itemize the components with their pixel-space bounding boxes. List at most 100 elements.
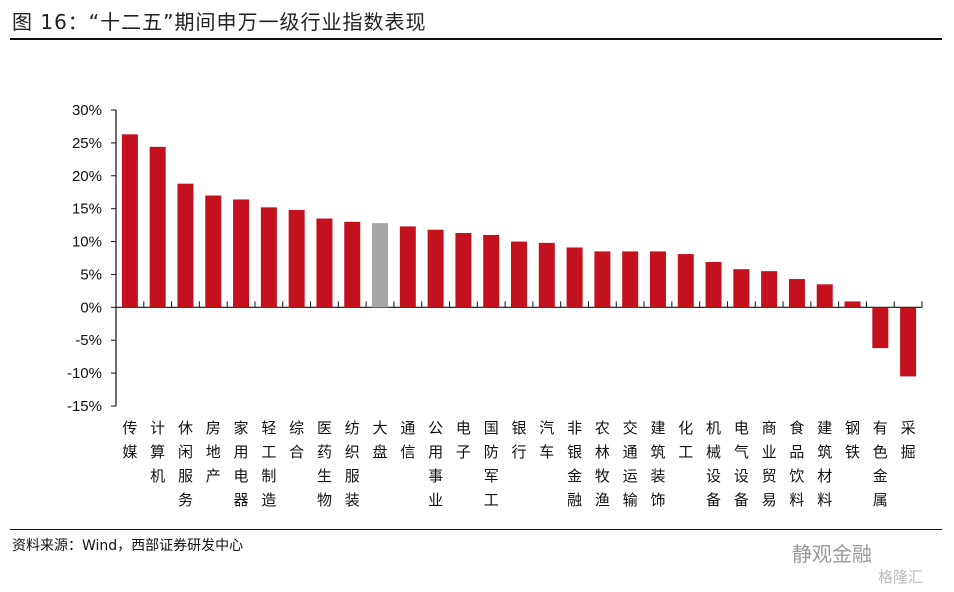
x-tick-label: 有: [873, 419, 888, 437]
gelonghui-watermark: 格隆汇: [878, 568, 924, 586]
x-tick-label: 输: [623, 491, 638, 509]
x-tick-label: 装: [650, 467, 665, 485]
x-tick-label: 建: [817, 419, 832, 437]
x-tick-label: 用: [428, 443, 443, 461]
y-tick-label: -10%: [67, 365, 102, 382]
bar-建筑装饰: [649, 251, 666, 308]
x-tick-label: 化: [678, 419, 693, 437]
x-tick-label: 采: [901, 419, 916, 437]
x-tick-label: 铁: [845, 443, 860, 461]
x-tick-label: 综: [289, 419, 304, 437]
bar-建筑材料: [816, 284, 833, 308]
x-tick-label: 建: [650, 419, 665, 437]
x-tick-label: 设: [734, 467, 749, 485]
bar-采掘: [900, 307, 917, 377]
x-tick-label: 公: [428, 419, 443, 437]
x-tick-label: 料: [789, 491, 804, 509]
x-tick-label: 生: [317, 467, 332, 485]
bar-休闲服务: [177, 183, 194, 308]
x-tick-label: 饮: [789, 467, 804, 485]
x-tick-label: 电: [734, 419, 749, 437]
x-tick-label: 休: [178, 419, 193, 437]
x-tick-label: 业: [762, 443, 777, 461]
x-tick-label: 气: [734, 443, 749, 461]
x-tick-label: 服: [178, 467, 193, 485]
x-tick-label: 国: [484, 419, 499, 437]
bar-家用电器: [233, 199, 250, 308]
bar-电子: [455, 233, 472, 308]
bar-有色金属: [872, 307, 889, 349]
x-tick-label: 运: [623, 467, 638, 485]
x-tick-label: 媒: [122, 443, 137, 461]
bar-大盘: [372, 223, 389, 308]
x-tick-label: 融: [567, 491, 582, 509]
y-tick-label: 20%: [72, 168, 102, 185]
bar-纺织服装: [344, 221, 361, 308]
x-tick-label: 通: [400, 419, 415, 437]
wechat-watermark: 静观金融: [792, 542, 872, 566]
x-tick-label: 掘: [901, 443, 916, 461]
bar-电气设备: [733, 269, 750, 308]
x-tick-label: 品: [789, 443, 804, 461]
x-tick-label: 服: [345, 467, 360, 485]
x-tick-label: 信: [400, 443, 415, 461]
bar-综合: [288, 209, 305, 308]
bar-银行: [511, 241, 527, 308]
source-note: 资料来源：Wind，西部证券研发中心: [12, 538, 244, 554]
bar-轻工制造: [260, 207, 277, 308]
x-tick-label: 食: [789, 419, 804, 437]
x-tick-label: 车: [539, 443, 554, 461]
x-tick-label: 医: [317, 419, 332, 437]
figure-title: 图 16：“十二五”期间申万一级行业指数表现: [12, 10, 427, 34]
x-tick-label: 家: [234, 419, 249, 437]
y-tick-label: -15%: [67, 398, 102, 415]
x-tick-label: 传: [122, 419, 137, 437]
x-tick-label: 装: [345, 491, 360, 509]
y-tick-label: 25%: [72, 135, 102, 152]
bar-传媒: [121, 134, 138, 308]
x-tick-label: 设: [706, 467, 721, 485]
x-tick-label: 金: [873, 467, 888, 485]
y-tick-label: 0%: [80, 299, 102, 316]
x-tick-label: 商: [762, 419, 777, 437]
x-tick-label: 农: [595, 419, 610, 437]
x-tick-label: 金: [567, 467, 582, 485]
x-tick-label: 制: [261, 467, 276, 485]
x-tick-label: 汽: [539, 419, 554, 437]
x-tick-label: 交: [623, 419, 638, 437]
x-tick-label: 工: [261, 443, 276, 461]
bar-chart: 30%25%20%15%10%5%0%-5%-10%-15%传媒计算机休闲服务房…: [67, 102, 923, 509]
x-tick-label: 防: [484, 443, 499, 461]
x-tick-label: 贸: [762, 467, 777, 485]
footer-divider: [10, 529, 942, 530]
y-tick-label: 15%: [72, 201, 102, 218]
x-tick-label: 业: [428, 491, 443, 509]
bar-商业贸易: [761, 271, 778, 308]
x-tick-label: 房: [206, 419, 221, 437]
x-tick-label: 工: [678, 443, 693, 461]
x-tick-label: 造: [261, 491, 276, 509]
x-tick-label: 渔: [595, 491, 610, 509]
x-tick-label: 军: [484, 467, 499, 485]
x-tick-label: 务: [178, 491, 193, 509]
x-tick-label: 器: [234, 491, 249, 509]
x-tick-label: 纺: [345, 419, 360, 437]
x-tick-label: 盘: [373, 443, 388, 461]
x-tick-label: 筑: [650, 443, 665, 461]
x-tick-label: 备: [734, 491, 749, 509]
bar-计算机: [149, 146, 166, 308]
bar-通信: [399, 226, 416, 308]
x-tick-label: 算: [150, 443, 165, 461]
x-tick-label: 材: [817, 467, 832, 485]
bar-化工: [677, 254, 694, 308]
x-tick-label: 银: [511, 419, 526, 437]
x-tick-label: 药: [317, 443, 332, 461]
y-tick-label: 5%: [80, 266, 102, 283]
x-tick-label: 非: [567, 419, 582, 437]
bar-钢铁: [844, 301, 861, 308]
x-tick-label: 机: [706, 419, 721, 437]
y-tick-label: -5%: [75, 332, 102, 349]
bar-公用事业: [427, 229, 444, 308]
bar-机械设备: [705, 261, 722, 308]
x-tick-label: 计: [150, 419, 165, 437]
